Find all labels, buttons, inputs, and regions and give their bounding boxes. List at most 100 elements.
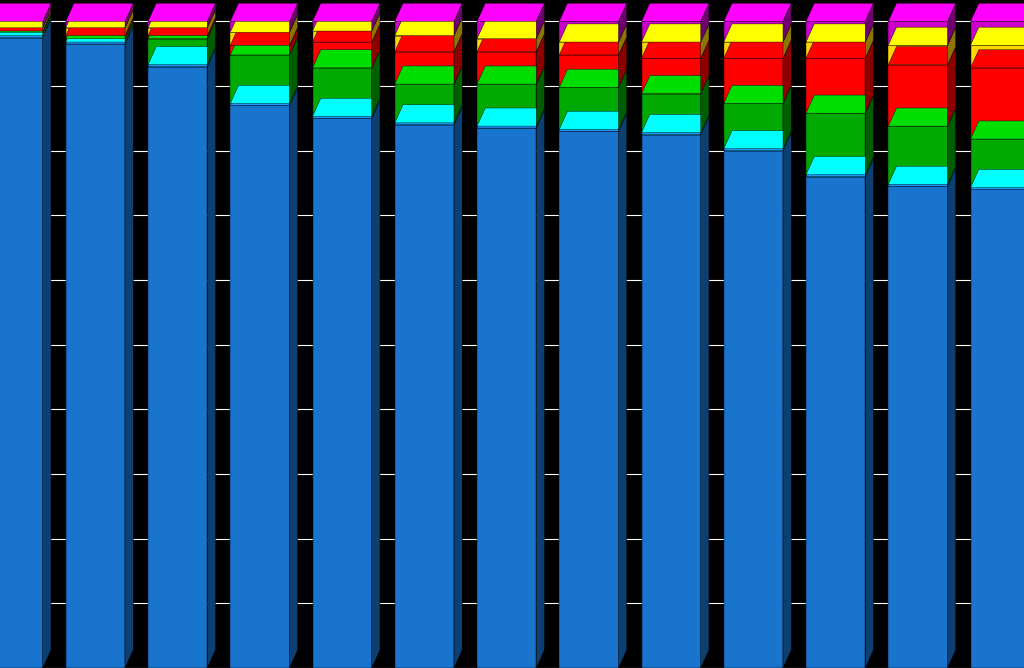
Polygon shape: [477, 33, 545, 51]
Polygon shape: [454, 107, 462, 668]
Polygon shape: [700, 3, 709, 42]
Bar: [642, 21, 700, 42]
Polygon shape: [783, 86, 792, 149]
Bar: [230, 55, 290, 104]
Polygon shape: [537, 108, 545, 128]
Bar: [0, 28, 43, 31]
Bar: [806, 21, 865, 42]
Bar: [888, 65, 947, 126]
Polygon shape: [125, 24, 133, 44]
Polygon shape: [618, 3, 627, 42]
Bar: [559, 88, 618, 130]
Polygon shape: [865, 24, 873, 58]
Bar: [888, 126, 947, 184]
Polygon shape: [207, 21, 215, 65]
Polygon shape: [148, 47, 215, 65]
Polygon shape: [230, 27, 298, 45]
Polygon shape: [312, 50, 380, 68]
Polygon shape: [642, 24, 709, 42]
Polygon shape: [230, 37, 298, 55]
Polygon shape: [865, 40, 873, 113]
Polygon shape: [290, 14, 298, 45]
Polygon shape: [971, 3, 1024, 21]
Polygon shape: [947, 168, 955, 668]
Polygon shape: [537, 66, 545, 126]
Bar: [642, 42, 700, 58]
Bar: [395, 21, 454, 35]
Polygon shape: [125, 26, 133, 668]
Polygon shape: [148, 21, 215, 39]
Polygon shape: [395, 17, 462, 35]
Polygon shape: [454, 33, 462, 84]
Polygon shape: [971, 121, 1024, 139]
Polygon shape: [43, 10, 51, 31]
Bar: [0, 35, 43, 37]
Polygon shape: [66, 10, 133, 28]
Polygon shape: [312, 13, 380, 31]
Polygon shape: [125, 3, 133, 28]
Polygon shape: [947, 166, 955, 186]
Polygon shape: [372, 98, 380, 118]
Polygon shape: [806, 3, 873, 21]
Polygon shape: [888, 47, 955, 65]
Polygon shape: [537, 33, 545, 84]
Polygon shape: [947, 3, 955, 45]
Polygon shape: [43, 14, 51, 35]
Polygon shape: [559, 112, 627, 130]
Polygon shape: [454, 66, 462, 123]
Polygon shape: [207, 3, 215, 28]
Bar: [806, 176, 865, 668]
Polygon shape: [148, 10, 215, 28]
Bar: [971, 139, 1024, 188]
Bar: [230, 106, 290, 668]
Bar: [66, 39, 125, 42]
Bar: [559, 42, 618, 55]
Bar: [888, 21, 947, 45]
Polygon shape: [559, 3, 627, 21]
Bar: [806, 174, 865, 176]
Polygon shape: [0, 14, 51, 32]
Polygon shape: [700, 116, 709, 668]
Bar: [148, 28, 207, 35]
Polygon shape: [0, 19, 51, 37]
Polygon shape: [477, 3, 545, 21]
Bar: [559, 130, 618, 132]
Bar: [66, 42, 125, 44]
Bar: [66, 35, 125, 39]
Polygon shape: [888, 3, 955, 21]
Bar: [395, 123, 454, 125]
Polygon shape: [395, 105, 462, 123]
Polygon shape: [947, 108, 955, 184]
Polygon shape: [865, 3, 873, 42]
Polygon shape: [806, 40, 873, 58]
Bar: [312, 42, 372, 68]
Polygon shape: [559, 24, 627, 42]
Polygon shape: [642, 116, 709, 134]
Polygon shape: [724, 24, 792, 42]
Polygon shape: [372, 24, 380, 68]
Bar: [559, 55, 618, 88]
Bar: [642, 94, 700, 132]
Polygon shape: [865, 158, 873, 668]
Bar: [395, 125, 454, 668]
Bar: [148, 39, 207, 65]
Polygon shape: [537, 110, 545, 668]
Bar: [66, 28, 125, 35]
Bar: [312, 31, 372, 42]
Bar: [806, 58, 865, 113]
Polygon shape: [395, 33, 462, 51]
Polygon shape: [454, 105, 462, 125]
Polygon shape: [43, 19, 51, 668]
Polygon shape: [125, 21, 133, 42]
Polygon shape: [43, 17, 51, 37]
Bar: [559, 132, 618, 668]
Polygon shape: [477, 110, 545, 128]
Polygon shape: [66, 17, 133, 35]
Polygon shape: [125, 10, 133, 35]
Bar: [395, 51, 454, 84]
Polygon shape: [700, 114, 709, 134]
Bar: [148, 67, 207, 668]
Bar: [724, 151, 783, 668]
Polygon shape: [66, 21, 133, 39]
Polygon shape: [43, 13, 51, 32]
